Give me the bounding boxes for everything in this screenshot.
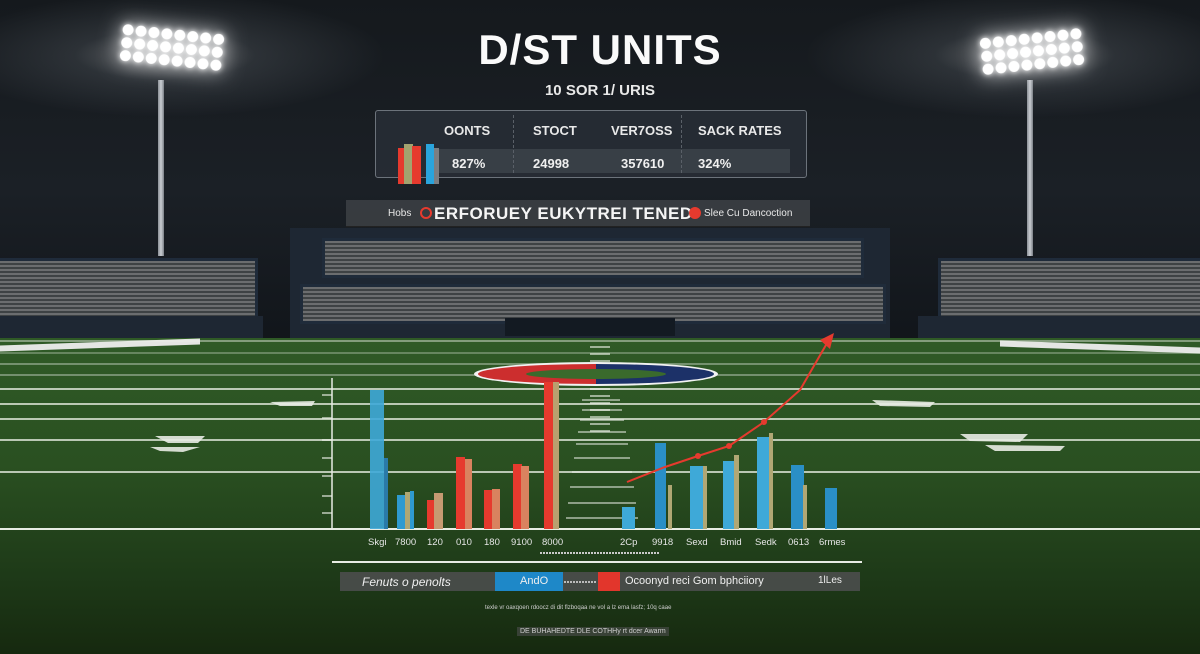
- banner-headline: ERFORUEY EUKYTREI TENED: [434, 204, 693, 223]
- x-tick-label: 180: [484, 537, 500, 548]
- legend-blue-label: AndO: [520, 575, 549, 587]
- x-tick-label: Sedk: [755, 537, 777, 548]
- chart-bar: [456, 457, 465, 529]
- x-tick-label: 0613: [788, 537, 810, 548]
- banner-right-label: Slee Cu Dancoction: [704, 208, 793, 219]
- x-tick-label: Sexd: [686, 537, 708, 548]
- right-stands-wall: [918, 316, 1200, 338]
- footer-caption: texle vr oaxqoen rdoocz di dit flzboqaa …: [485, 605, 672, 611]
- left-stands: [0, 258, 258, 322]
- chart-legend: Fenuts o penolts AndO Ocoonyd reci Gom b…: [340, 572, 860, 591]
- right-light-pole: [1027, 80, 1033, 256]
- chart-bar: [622, 507, 635, 529]
- page-title: D/ST UNITS: [478, 26, 722, 73]
- chart-bar: [427, 500, 435, 529]
- chart-bar: [384, 458, 388, 529]
- legend-right-text: 1lLes: [818, 575, 842, 586]
- column-divider: [513, 115, 514, 173]
- stat-value: 357610: [621, 156, 665, 171]
- legend-left-text: Fenuts o penolts: [362, 575, 451, 589]
- x-tick-label: 8000: [542, 537, 564, 548]
- yard-line: [0, 439, 1200, 441]
- chart-bar: [553, 382, 559, 529]
- x-tick-label: 120: [427, 537, 443, 548]
- footer-credit: DE BUHAHEDTE DLE COTHHy rt dcer Awarm: [517, 627, 669, 636]
- chart-bar: [405, 492, 411, 529]
- center-upper-stands: [322, 238, 864, 278]
- banner-left-label: Hobs: [388, 208, 412, 219]
- page-subtitle: 10 SOR 1/ URIS: [544, 82, 656, 99]
- headline-banner: Hobs ERFORUEY EUKYTREI TENED Slee Cu Dan…: [346, 200, 810, 227]
- stat-label: OONTS: [444, 123, 491, 138]
- trend-arrow-icon: [820, 333, 834, 349]
- chart-bar: [757, 437, 770, 529]
- legend-blue-swatch[interactable]: AndO: [495, 572, 563, 591]
- chart-bar: [703, 466, 707, 529]
- column-divider: [681, 115, 682, 173]
- left-stands-wall: [0, 316, 263, 338]
- stat-label: VER7OSS: [611, 123, 673, 138]
- chart-bar: [434, 493, 443, 529]
- x-tick-label: 9918: [652, 537, 674, 548]
- stats-panel: OONTS 827% STOCT 24998 VER7OSS 357610 SA…: [375, 110, 807, 184]
- bar-chart-icon: [398, 133, 443, 184]
- chart-bar: [803, 485, 807, 529]
- chart-bar: [410, 491, 414, 529]
- chart-bar: [769, 433, 773, 529]
- chart-bar: [513, 464, 522, 529]
- chart-bar: [492, 489, 500, 529]
- stat-label: STOCT: [533, 123, 577, 138]
- stats-values-row: [432, 149, 790, 173]
- stat-label: SACK RATES: [698, 123, 782, 138]
- yard-line: [0, 340, 1200, 342]
- x-tick-label: Bmid: [720, 537, 742, 548]
- chart-bar: [825, 488, 837, 529]
- legend-connector: [564, 581, 597, 583]
- stat-value: 827%: [452, 156, 486, 171]
- x-tick-label: 010: [456, 537, 472, 548]
- legend-red-swatch[interactable]: [598, 572, 620, 591]
- record-dot-icon: [689, 207, 701, 219]
- stat-value: 24998: [533, 156, 570, 171]
- record-dot-icon: [420, 207, 432, 219]
- stat-value: 324%: [698, 156, 732, 171]
- x-tick-label: 7800: [395, 537, 417, 548]
- football-field: [0, 338, 1200, 654]
- chart-bar: [668, 485, 672, 529]
- x-tick-label: 2Cp: [620, 537, 638, 548]
- chart-bar: [370, 390, 384, 529]
- legend-red-text: Ocoonyd reci Gom bphciiory: [625, 575, 764, 587]
- chart-bar: [791, 465, 804, 529]
- tunnel-entrance: [505, 318, 675, 336]
- chart-bar: [465, 459, 472, 529]
- chart-bar: [521, 466, 529, 529]
- chart-bar: [544, 382, 554, 529]
- chart-bar: [734, 455, 739, 529]
- x-tick-label: 9100: [511, 537, 533, 548]
- chart-bar: [690, 466, 703, 529]
- left-light-pole: [158, 80, 164, 256]
- chart-bar: [397, 495, 405, 529]
- chart-bar: [655, 443, 666, 529]
- x-tick-label: 6rmes: [819, 537, 846, 548]
- x-tick-label: Skgi: [368, 537, 387, 548]
- chart-bar: [484, 490, 493, 529]
- chart-bar: [723, 461, 735, 529]
